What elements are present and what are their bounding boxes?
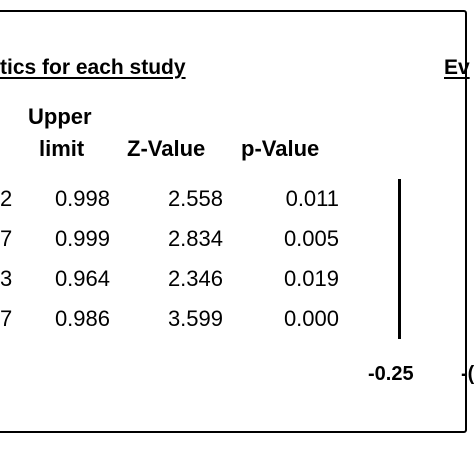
z-value-cell: 3.599	[167, 306, 223, 331]
axis-tick-label-next: -(	[461, 363, 474, 385]
upper-limit-header-line1: Upper	[28, 104, 92, 129]
z-value-cell: 2.558	[167, 186, 223, 211]
figure-frame	[0, 10, 467, 433]
p-value-cell: 0.019	[283, 266, 339, 291]
lower-limit-fragment: 3	[0, 266, 13, 291]
axis-tick-label-left: -0.25	[368, 363, 414, 385]
effect-section-title: Ev	[444, 56, 470, 79]
upper-limit-cell: 0.999	[54, 226, 110, 251]
lower-limit-fragment: 7	[0, 226, 13, 251]
lower-limit-fragment: 7	[0, 306, 13, 331]
upper-limit-cell: 0.986	[54, 306, 110, 331]
stats-section-title: tics for each study	[0, 56, 186, 79]
p-value-cell: 0.000	[283, 306, 339, 331]
z-value-header: Z-Value	[127, 136, 206, 161]
upper-limit-cell: 0.964	[54, 266, 110, 291]
upper-limit-header-line2: limit	[39, 136, 85, 161]
upper-limit-cell: 0.998	[54, 186, 110, 211]
z-value-cell: 2.834	[167, 226, 223, 251]
p-value-cell: 0.005	[283, 226, 339, 251]
forest-plot-axis-line	[398, 179, 401, 339]
z-value-cell: 2.346	[167, 266, 223, 291]
lower-limit-fragment: 2	[0, 186, 13, 211]
p-value-cell: 0.011	[285, 186, 339, 211]
p-value-header: p-Value	[241, 136, 320, 161]
